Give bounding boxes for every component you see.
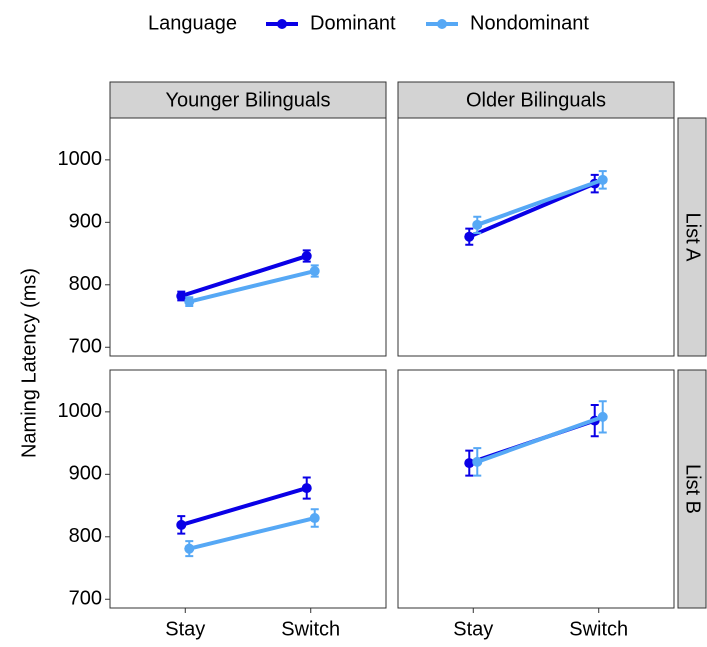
series-line — [476, 414, 604, 464]
point — [464, 458, 475, 469]
point — [472, 219, 483, 230]
point — [184, 543, 195, 554]
y-tick-label: 800 — [69, 273, 102, 295]
y-tick-label: 800 — [69, 525, 102, 547]
point — [309, 513, 320, 524]
panel — [397, 117, 675, 357]
y-tick-label: 700 — [69, 588, 102, 610]
strip — [677, 369, 707, 609]
series-line — [188, 516, 316, 551]
point — [301, 251, 312, 262]
strip — [397, 81, 675, 119]
x-tick-label: Stay — [165, 618, 205, 640]
y-tick-label: 900 — [69, 211, 102, 233]
series-line — [476, 177, 604, 227]
strip — [677, 117, 707, 357]
point — [176, 291, 187, 302]
strip-label: Younger Bilinguals — [166, 89, 331, 111]
legend-dot — [437, 19, 447, 29]
legend-label: Nondominant — [470, 12, 589, 34]
y-tick-label: 900 — [69, 463, 102, 485]
series-line — [180, 254, 308, 298]
y-tick-label: 700 — [69, 336, 102, 358]
point — [176, 519, 187, 530]
strip-label: List A — [682, 213, 704, 263]
panel — [109, 117, 387, 357]
strip — [109, 81, 387, 119]
strip-label: List B — [682, 464, 704, 514]
series-line — [468, 181, 596, 239]
legend-label: Dominant — [310, 12, 396, 34]
legend-title: Language — [148, 12, 237, 34]
point — [301, 483, 312, 494]
x-tick-label: Stay — [453, 618, 493, 640]
y-tick-label: 1000 — [58, 400, 103, 422]
point — [464, 231, 475, 242]
x-tick-label: Switch — [569, 618, 628, 640]
y-tick-label: 1000 — [58, 148, 103, 170]
series-line — [188, 269, 316, 304]
panel — [109, 369, 387, 609]
panel — [397, 369, 675, 609]
series-line — [180, 486, 308, 527]
x-tick-label: Switch — [281, 618, 340, 640]
point — [597, 174, 608, 185]
point — [472, 456, 483, 467]
y-axis-label: Naming Latency (ms) — [18, 268, 40, 458]
point — [184, 296, 195, 307]
legend-dot — [277, 19, 287, 29]
point — [309, 266, 320, 277]
strip-label: Older Bilinguals — [466, 89, 606, 111]
point — [597, 411, 608, 422]
